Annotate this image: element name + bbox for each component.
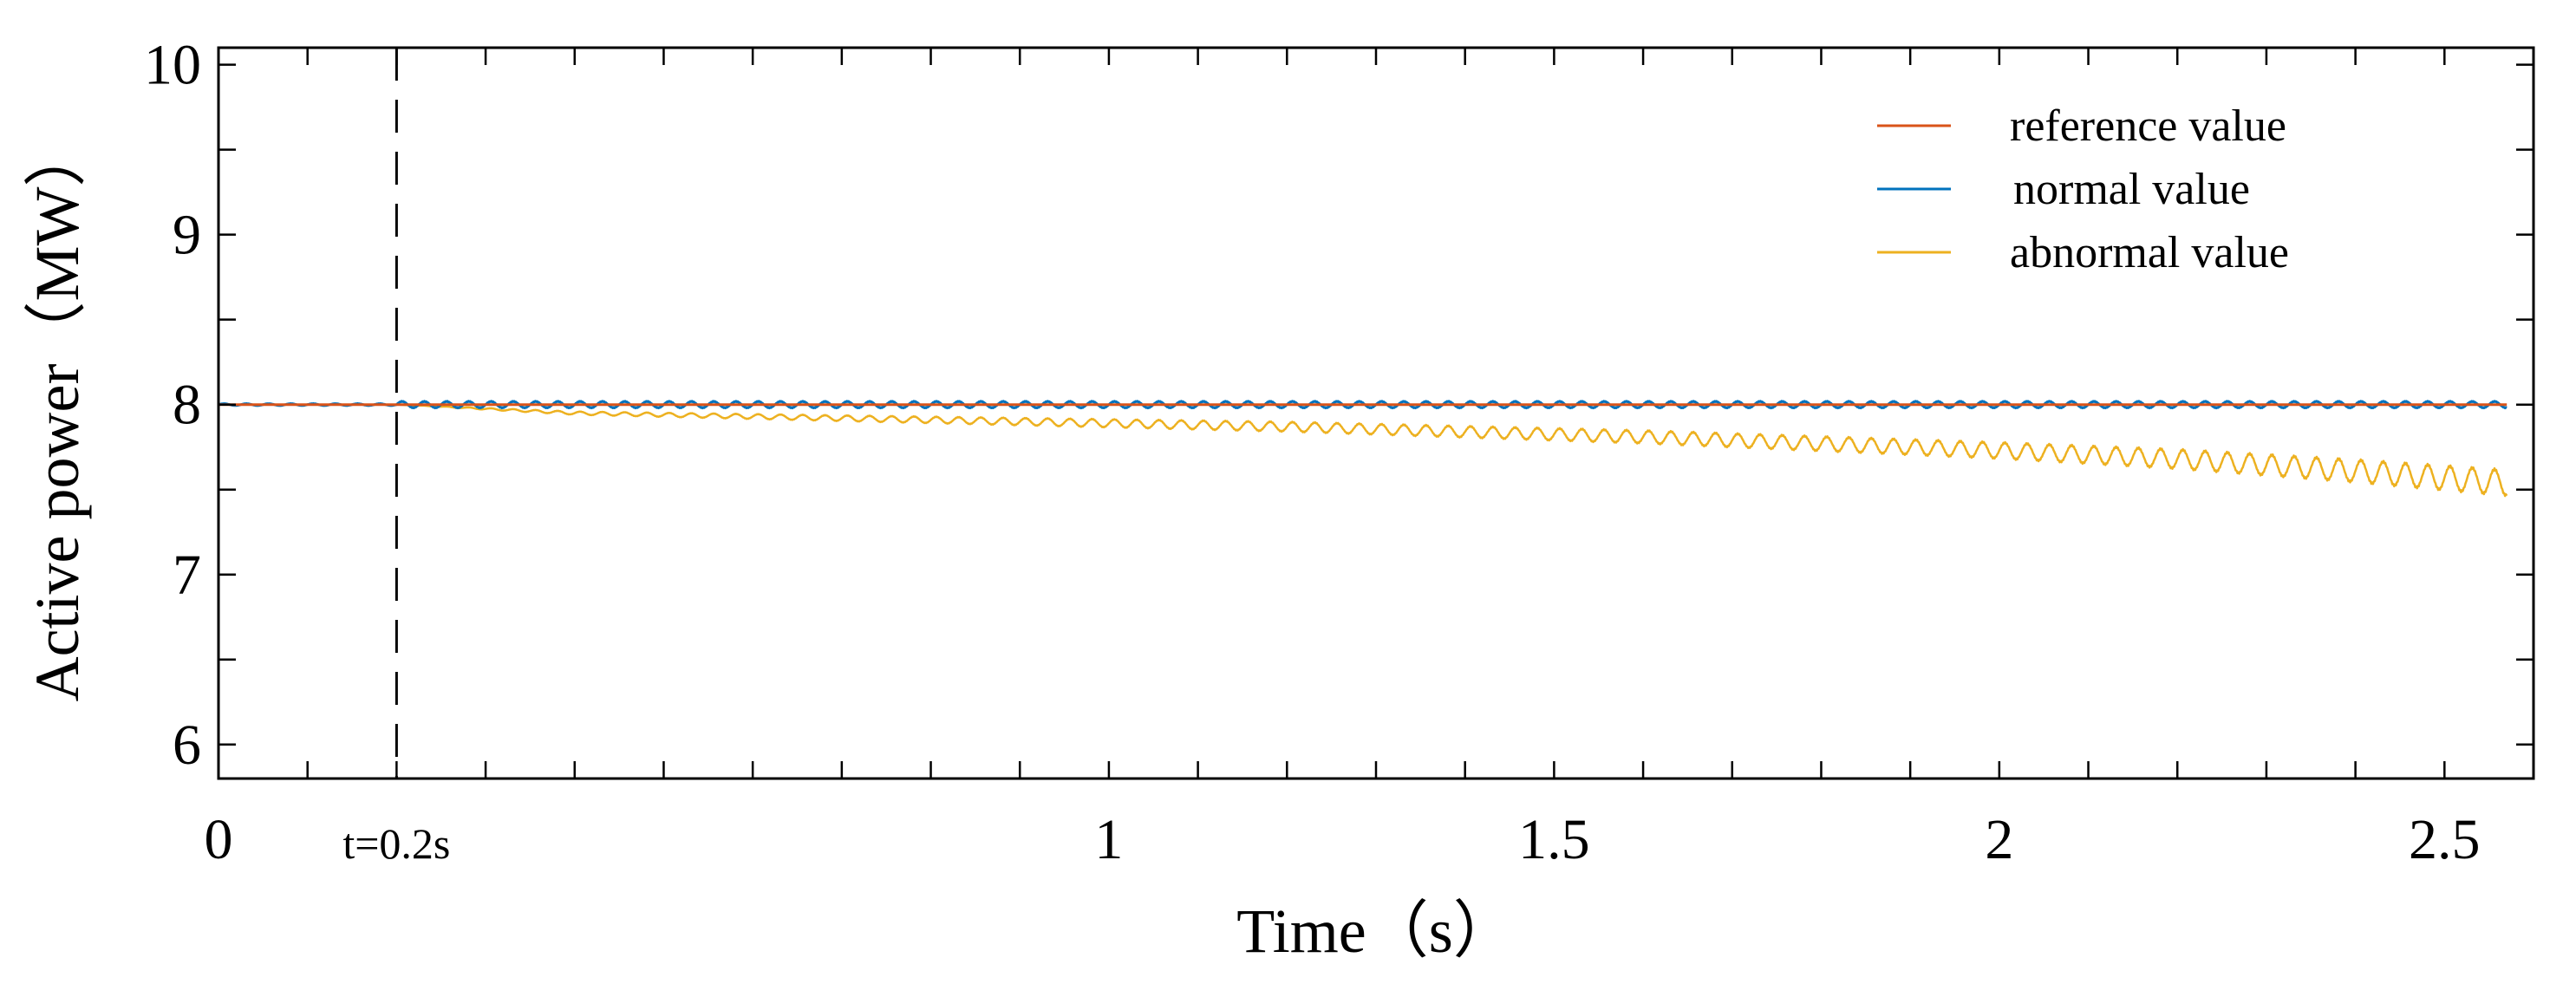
- legend-label: normal value: [2013, 165, 2250, 214]
- x-tick-label: 2.5: [2409, 808, 2481, 871]
- event-marker-label: t=0.2s: [342, 819, 450, 868]
- normal-value-line: [218, 400, 2508, 410]
- x-tick-label: 1.5: [1518, 808, 1590, 871]
- tick-layer: 0 1 1.5 2 2.5 6 7 8 9 10: [144, 34, 2534, 871]
- y-axis-title: Active power（MW）: [23, 125, 92, 702]
- y-tick-label: 8: [173, 374, 201, 437]
- series-layer: [218, 400, 2508, 498]
- y-tick-label: 7: [173, 544, 201, 607]
- abnormal-value-line: [218, 403, 2508, 498]
- x-tick-label: 0: [205, 808, 233, 871]
- legend: reference value normal value abnormal valu…: [1877, 101, 2289, 277]
- x-tick-label: 2: [1985, 808, 2013, 871]
- legend-label: abnormal value: [2010, 228, 2289, 277]
- y-tick-label: 9: [173, 204, 201, 267]
- y-tick-label: 6: [173, 714, 201, 777]
- x-tick-label: 1: [1094, 808, 1123, 871]
- y-tick-label: 10: [144, 34, 201, 97]
- x-axis-title: Time（s）: [1236, 896, 1515, 966]
- annotation-layer: t=0.2s: [342, 48, 450, 868]
- legend-label: reference value: [2010, 101, 2286, 151]
